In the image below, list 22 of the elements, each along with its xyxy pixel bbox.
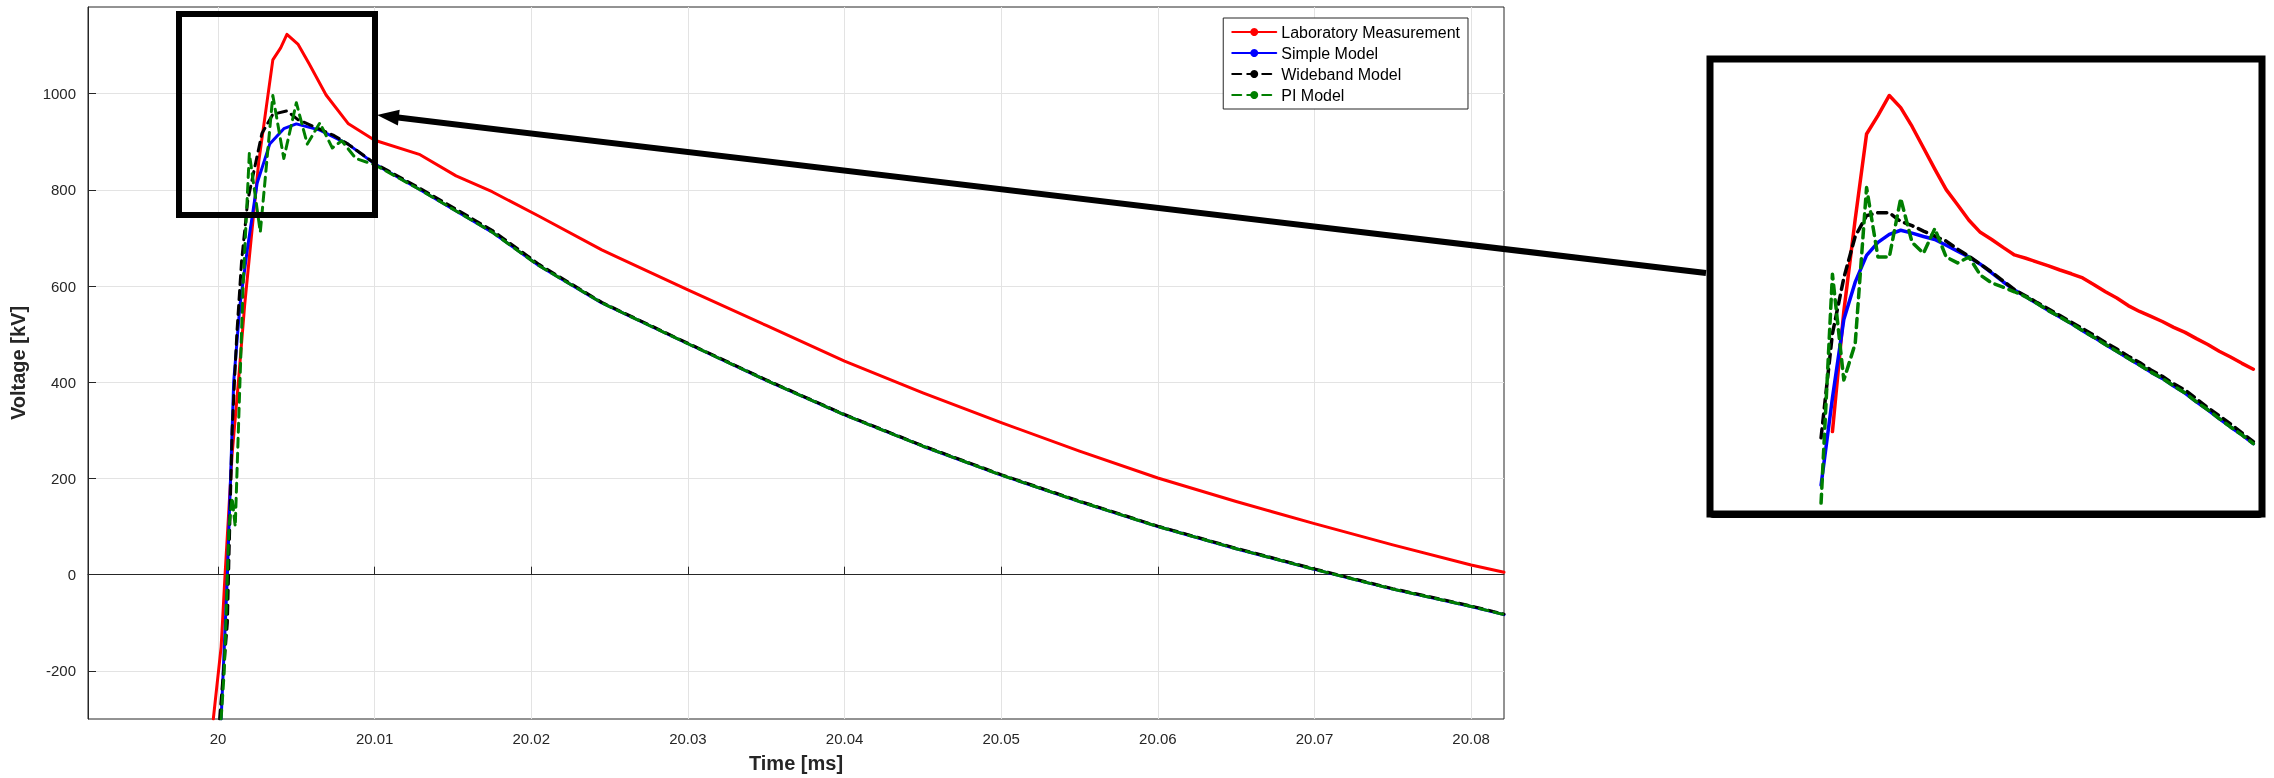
x-tick-label: 20.06 [1139, 730, 1177, 747]
y-tick-label: -200 [45, 662, 76, 680]
x-axis-title: Time [ms] [748, 752, 844, 774]
x-tick-label: 20.02 [512, 730, 551, 747]
x-tick-label: 20.08 [1452, 730, 1490, 747]
y-tick-label: 600 [50, 277, 76, 295]
y-tick-label: 800 [50, 181, 76, 199]
y-tick-label: 0 [67, 566, 76, 584]
x-tick-label: 20.05 [982, 730, 1020, 747]
x-tick-label: 20.04 [825, 730, 864, 747]
legend-label: Simple Model [1281, 44, 1379, 62]
legend-label: Laboratory Measurement [1281, 23, 1461, 41]
x-tick-label: 20 [209, 730, 227, 747]
legend-label: PI Model [1281, 86, 1345, 104]
y-axis-title: Voltage [kV] [7, 305, 29, 421]
legend-label: Wideband Model [1281, 65, 1402, 83]
x-tick-label: 20.03 [669, 730, 707, 747]
x-tick-label: 20.01 [355, 730, 394, 747]
y-tick-label: 1000 [42, 85, 76, 103]
y-tick-label: 200 [50, 469, 76, 487]
y-tick-label: 400 [50, 373, 76, 391]
x-tick-label: 20.07 [1295, 730, 1334, 747]
